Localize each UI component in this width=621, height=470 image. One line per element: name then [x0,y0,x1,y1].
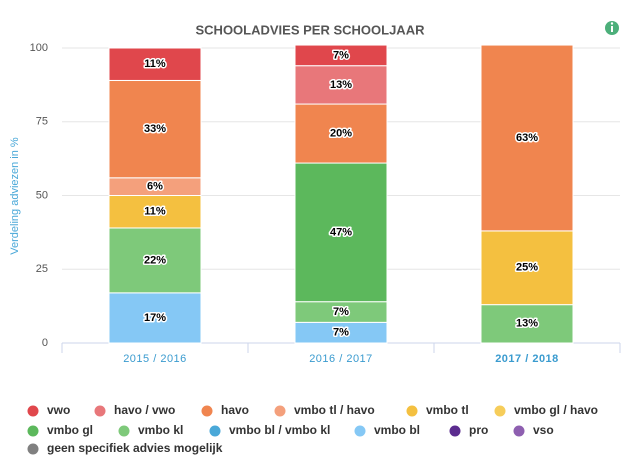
bar-segment [480,304,574,344]
data-label: 33% [144,123,166,135]
bar-segment [480,44,574,232]
legend-marker [27,443,39,455]
bar-segment [108,292,202,344]
legend-label: geen specifiek advies mogelijk [47,441,223,455]
data-label: 13% [516,318,538,330]
data-label: 25% [516,262,538,274]
legend-item[interactable]: havo [201,403,250,417]
legend-label: vmbo gl / havo [514,403,598,417]
bar-segment [108,227,202,294]
legend-item[interactable]: vwo [27,403,71,417]
bar-segment [108,195,202,229]
legend-label: vso [533,423,554,437]
legend-item[interactable]: pro [449,423,489,437]
legend-marker [513,425,525,437]
info-icon[interactable] [605,21,619,35]
legend-label: havo [221,403,249,417]
chart-title: SCHOOLADVIES PER SCHOOLJAAR [196,22,426,37]
legend-label: vwo [47,403,70,417]
legend-marker [354,425,366,437]
legend-marker [118,425,130,437]
legend-item[interactable]: vmbo tl / havo [274,403,375,417]
bar-segment [294,65,388,105]
data-label: 22% [144,254,166,266]
bar-segment [480,230,574,306]
y-tick-label: 25 [36,263,48,275]
data-label: 11% [144,58,166,70]
legend-marker [94,405,106,417]
x-tick-label: 2016 / 2017 [309,353,373,365]
legend-label: vmbo gl [47,423,93,437]
data-label: 7% [333,327,349,339]
data-label: 7% [333,306,349,318]
data-label: 63% [516,132,538,144]
bar-segment [294,44,388,67]
bar-segment [108,47,202,81]
legend-marker [274,405,286,417]
legend-marker [209,425,221,437]
data-label: 6% [147,181,163,193]
data-label: 17% [144,312,166,324]
legend-marker [449,425,461,437]
data-label: 47% [330,226,352,238]
legend-label: vmbo tl [426,403,469,417]
legend-marker [406,405,418,417]
legend-marker [201,405,213,417]
legend-item[interactable]: vmbo gl / havo [494,403,599,417]
legend-label: havo / vwo [114,403,175,417]
y-axis-title: Verdeling adviezen in % [9,137,21,255]
legend-label: vmbo tl / havo [294,403,375,417]
x-tick-label: 2017 / 2018 [495,353,559,365]
data-label: 7% [333,49,349,61]
data-label: 20% [330,127,352,139]
legend-item[interactable]: geen specifiek advies mogelijk [27,441,223,455]
legend-item[interactable]: vmbo gl [27,423,94,437]
legend-marker [494,405,506,417]
legend-label: vmbo kl [138,423,183,437]
legend-label: vmbo bl / vmbo kl [229,423,330,437]
bar-segment [294,103,388,164]
legend-item[interactable]: vso [513,423,554,437]
legend-item[interactable]: vmbo bl [354,423,421,437]
data-label: 11% [144,206,166,218]
x-tick-label: 2015 / 2016 [123,353,187,365]
y-tick-label: 100 [30,42,48,54]
legend-item[interactable]: vmbo kl [118,423,184,437]
y-tick-label: 75 [36,116,48,128]
bar-segment [294,162,388,303]
y-tick-label: 0 [42,337,48,349]
data-label: 13% [330,79,352,91]
legend-item[interactable]: vmbo bl / vmbo kl [209,423,331,437]
y-tick-label: 50 [36,189,48,201]
legend-item[interactable]: vmbo tl [406,403,469,417]
legend-label: vmbo bl [374,423,420,437]
legend-marker [27,405,39,417]
legend-item[interactable]: havo / vwo [94,403,176,417]
legend-label: pro [469,423,488,437]
legend-marker [27,425,39,437]
